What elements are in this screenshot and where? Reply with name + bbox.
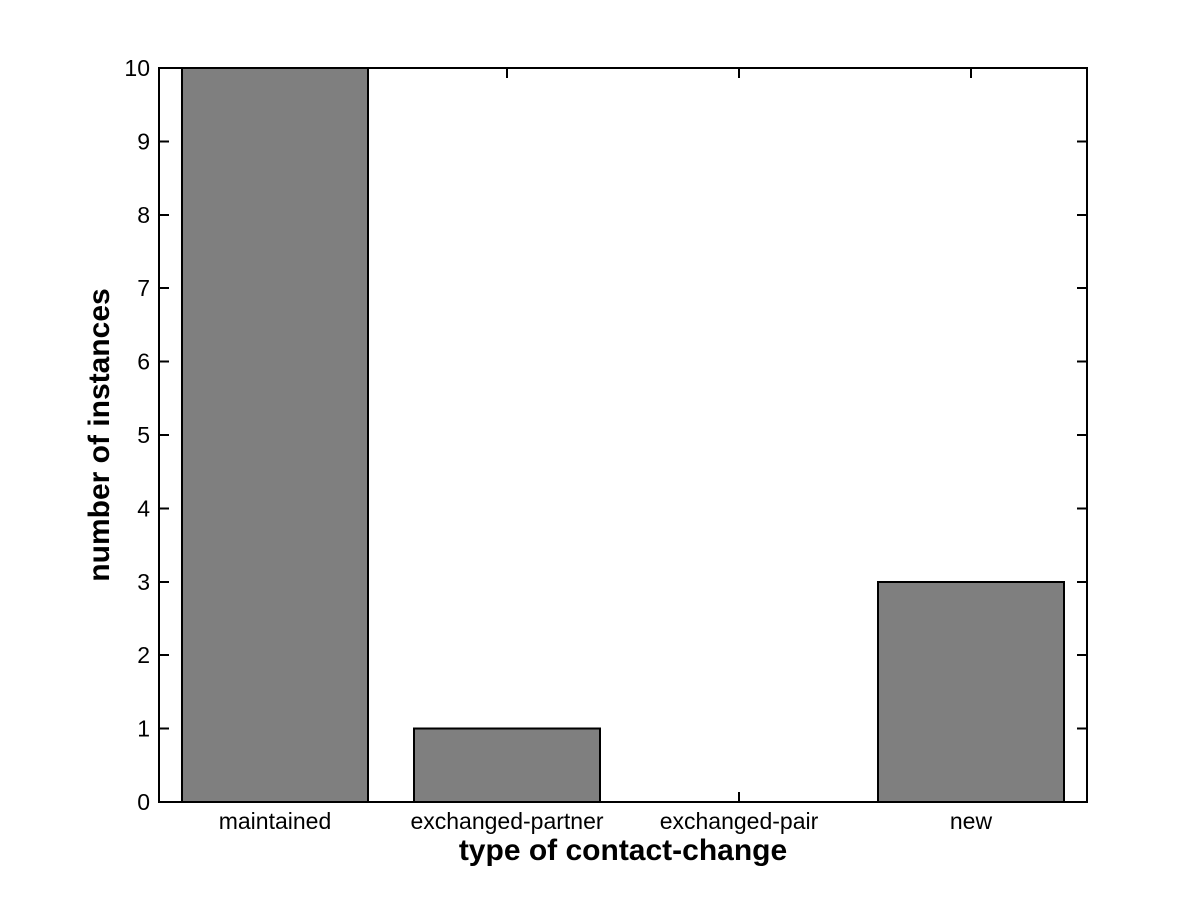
x-tick-label: exchanged-pair bbox=[660, 808, 819, 834]
x-tick-label: exchanged-partner bbox=[410, 808, 603, 834]
bar bbox=[181, 67, 369, 803]
x-tick-label: new bbox=[950, 808, 993, 834]
y-axis-label: number of instances bbox=[83, 288, 116, 582]
y-tick-label: 4 bbox=[137, 495, 150, 521]
y-tick-label: 10 bbox=[124, 55, 150, 81]
x-axis-label: type of contact-change bbox=[458, 834, 788, 867]
axis-box bbox=[158, 67, 1088, 803]
y-tick-label: 7 bbox=[137, 275, 150, 301]
y-tick-label: 8 bbox=[137, 202, 150, 228]
bar bbox=[413, 727, 601, 803]
y-tick-label: 3 bbox=[137, 569, 150, 595]
y-tick-label: 6 bbox=[137, 349, 150, 375]
y-tick-label: 9 bbox=[137, 128, 150, 154]
bar bbox=[877, 580, 1065, 803]
y-tick-label: 5 bbox=[137, 422, 150, 448]
y-tick-label: 2 bbox=[137, 642, 150, 668]
y-tick-label: 0 bbox=[137, 789, 150, 815]
x-tick-label: maintained bbox=[219, 808, 332, 834]
y-tick-label: 1 bbox=[137, 716, 150, 742]
